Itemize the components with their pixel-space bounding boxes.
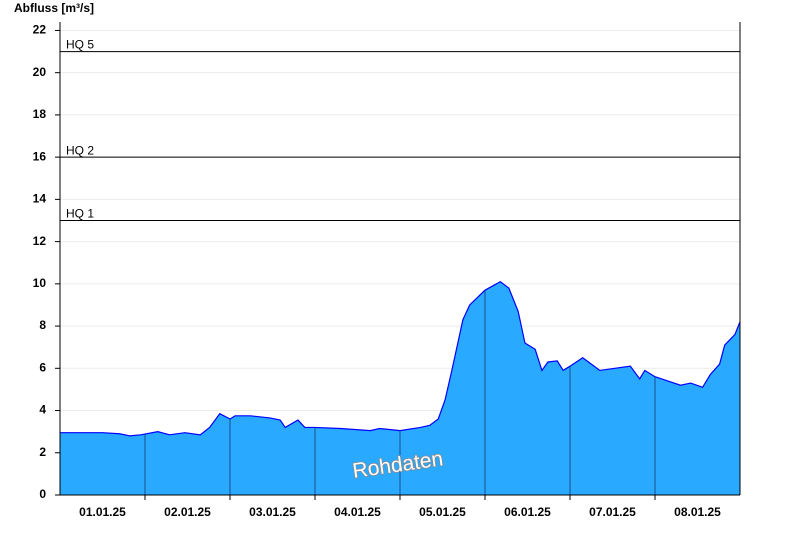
y-tick-label: 12: [33, 234, 47, 248]
x-tick-label: 04.01.25: [334, 505, 381, 519]
threshold-label: HQ 5: [66, 38, 94, 52]
line: [60, 281, 741, 437]
y-tick-label: 18: [33, 107, 47, 121]
y-tick-label: 20: [33, 65, 47, 79]
y-tick-label: 14: [33, 192, 47, 206]
y-tick-label: 10: [33, 276, 47, 290]
x-tick-label: 07.01.25: [589, 505, 636, 519]
x-tick-label: 08.01.25: [674, 505, 721, 519]
threshold-label: HQ 1: [66, 207, 94, 221]
y-tick-label: 0: [39, 487, 46, 501]
y-tick-label: 8: [39, 318, 46, 332]
x-tick-label: 01.01.25: [79, 505, 126, 519]
y-tick-label: 22: [33, 23, 47, 37]
y-tick-label: 6: [39, 360, 46, 374]
threshold-label: HQ 2: [66, 143, 94, 157]
y-tick-label: 2: [39, 445, 46, 459]
x-tick-label: 02.01.25: [164, 505, 211, 519]
x-tick-label: 03.01.25: [249, 505, 296, 519]
x-tick-label: 05.01.25: [419, 505, 466, 519]
y-tick-label: 4: [39, 403, 46, 417]
y-axis-label: Abfluss [m³/s]: [14, 1, 94, 15]
x-tick-label: 06.01.25: [504, 505, 551, 519]
y-tick-label: 16: [33, 149, 47, 163]
